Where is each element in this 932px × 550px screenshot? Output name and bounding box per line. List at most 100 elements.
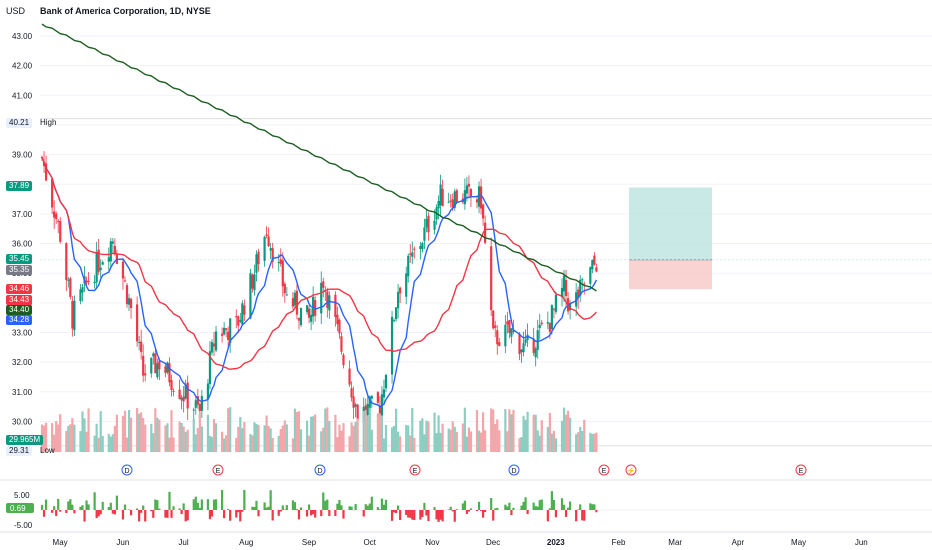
candle-body bbox=[156, 363, 159, 378]
volume-bar bbox=[370, 429, 373, 452]
candle-body bbox=[73, 300, 76, 331]
oscillator-bar bbox=[532, 502, 535, 510]
candle-body bbox=[368, 396, 371, 409]
oscillator-bar bbox=[99, 510, 102, 515]
candle-body bbox=[354, 404, 357, 407]
candle-body bbox=[399, 287, 402, 294]
volume-bar bbox=[384, 424, 388, 452]
oscillator-bar bbox=[40, 505, 44, 510]
volume-bar bbox=[257, 424, 260, 452]
volume-bar bbox=[382, 438, 386, 452]
candle-body bbox=[225, 328, 228, 330]
oscillator-bar bbox=[198, 507, 201, 510]
oscillator-bar bbox=[463, 500, 466, 510]
oscillator-bar bbox=[322, 492, 325, 510]
volume-bar bbox=[140, 412, 143, 452]
oscillator-bar bbox=[548, 508, 551, 510]
oscillator-bar bbox=[255, 500, 258, 510]
oscillator-bar bbox=[158, 508, 161, 510]
volume-bar bbox=[334, 414, 337, 452]
currency-label: USD bbox=[6, 6, 26, 16]
volume-bar bbox=[328, 420, 331, 452]
event-marker bbox=[121, 464, 133, 476]
candle-body bbox=[475, 199, 479, 203]
oscillator-bar bbox=[455, 509, 458, 510]
candle-body bbox=[451, 199, 454, 209]
volume-bar bbox=[99, 411, 102, 452]
volume-bar bbox=[194, 434, 197, 452]
volume-bar bbox=[44, 422, 48, 452]
volume-bar bbox=[184, 431, 187, 452]
volume-bar bbox=[536, 430, 539, 452]
volume-bar bbox=[97, 437, 100, 452]
oscillator-bar bbox=[95, 510, 98, 519]
candle-body bbox=[498, 342, 501, 347]
target-zone bbox=[629, 187, 712, 260]
candle-body bbox=[540, 322, 543, 325]
candle-body bbox=[348, 368, 351, 385]
oscillator-bar bbox=[340, 505, 343, 510]
oscillator-bar bbox=[546, 510, 549, 522]
candle-body bbox=[409, 253, 412, 255]
volume-bar bbox=[138, 413, 141, 452]
volume-bar bbox=[595, 432, 598, 452]
candle-body bbox=[411, 252, 414, 257]
oscillator-bar bbox=[111, 510, 114, 514]
candle-body bbox=[447, 201, 450, 203]
event-marker-label: E bbox=[602, 468, 607, 475]
candle-body bbox=[560, 287, 564, 297]
volume-bar bbox=[283, 420, 286, 452]
oscillator-bar bbox=[392, 510, 396, 513]
oscillator-bar bbox=[354, 504, 357, 510]
volume-bar bbox=[241, 428, 244, 452]
oscillator-bar bbox=[380, 498, 384, 510]
candle-body bbox=[423, 227, 426, 241]
volume-bar bbox=[441, 423, 444, 452]
candle-body bbox=[546, 322, 549, 324]
candle-body bbox=[125, 285, 129, 305]
volume-bar bbox=[239, 417, 242, 452]
volume-bar bbox=[200, 426, 203, 452]
volume-bar bbox=[336, 437, 339, 452]
oscillator-bar bbox=[394, 510, 398, 514]
oscillator-bar bbox=[152, 510, 155, 518]
volume-bar bbox=[220, 431, 224, 452]
oscillator-bar bbox=[512, 507, 515, 510]
candle-body bbox=[44, 163, 48, 181]
candle-body bbox=[253, 274, 256, 291]
volume-bar bbox=[449, 429, 452, 452]
oscillator-bar bbox=[336, 503, 339, 510]
candle-body bbox=[223, 327, 226, 335]
oscillator-bar bbox=[237, 510, 240, 513]
candle-body bbox=[562, 275, 566, 292]
candle-body bbox=[534, 348, 537, 358]
oscillator-bar bbox=[575, 510, 578, 522]
candle-body bbox=[394, 307, 398, 320]
oscillator-bar bbox=[307, 504, 311, 510]
oscillator-bar bbox=[172, 506, 175, 510]
volume-bar bbox=[583, 419, 586, 452]
candle-body bbox=[251, 274, 254, 289]
event-marker-label: E bbox=[799, 468, 804, 475]
oscillator-bar bbox=[376, 507, 379, 510]
candle-body bbox=[235, 316, 238, 318]
candle-body bbox=[277, 262, 280, 264]
oscillator-bar bbox=[180, 510, 183, 515]
oscillator-bar bbox=[451, 510, 454, 512]
oscillator-bar bbox=[425, 510, 428, 516]
price-tag-label: High bbox=[40, 118, 57, 127]
candle-body bbox=[113, 245, 116, 255]
candle-body bbox=[123, 280, 127, 282]
oscillator-bar bbox=[251, 506, 254, 510]
volume-bar bbox=[510, 414, 513, 452]
volume-bar bbox=[376, 413, 379, 452]
price-tick-label: 32.00 bbox=[12, 358, 33, 367]
oscillator-bar bbox=[589, 503, 592, 510]
volume-bar bbox=[83, 418, 86, 452]
volume-bar bbox=[447, 428, 450, 452]
volume-bar bbox=[111, 434, 114, 452]
candle-body bbox=[101, 262, 104, 265]
volume-bar bbox=[397, 431, 400, 452]
volume-bar bbox=[453, 426, 456, 452]
